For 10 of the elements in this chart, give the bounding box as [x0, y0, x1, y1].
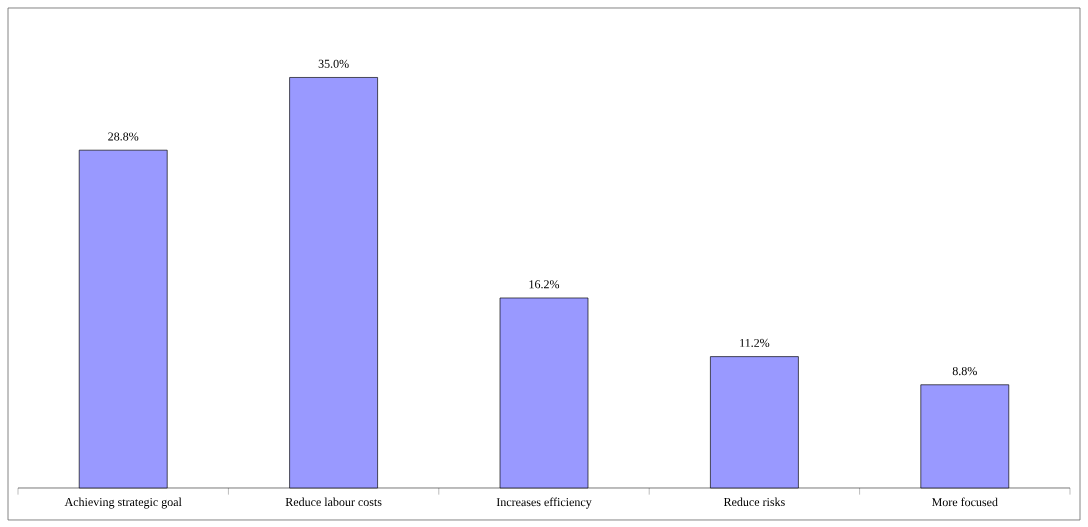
data-label: 11.2% [740, 338, 770, 348]
x-tick-label: More focused [932, 497, 998, 507]
x-tick-label: Achieving strategic goal [64, 497, 182, 509]
x-tick-label: Increases efficiency [496, 497, 592, 509]
x-tick-label: Reduce risks [723, 497, 785, 507]
x-tick-label: Reduce labour costs [285, 497, 382, 507]
data-label: 35.0% [318, 59, 349, 68]
data-label: 8.8% [952, 367, 977, 376]
data-label: 16.2% [529, 280, 560, 289]
data-label: 28.8% [108, 132, 139, 141]
